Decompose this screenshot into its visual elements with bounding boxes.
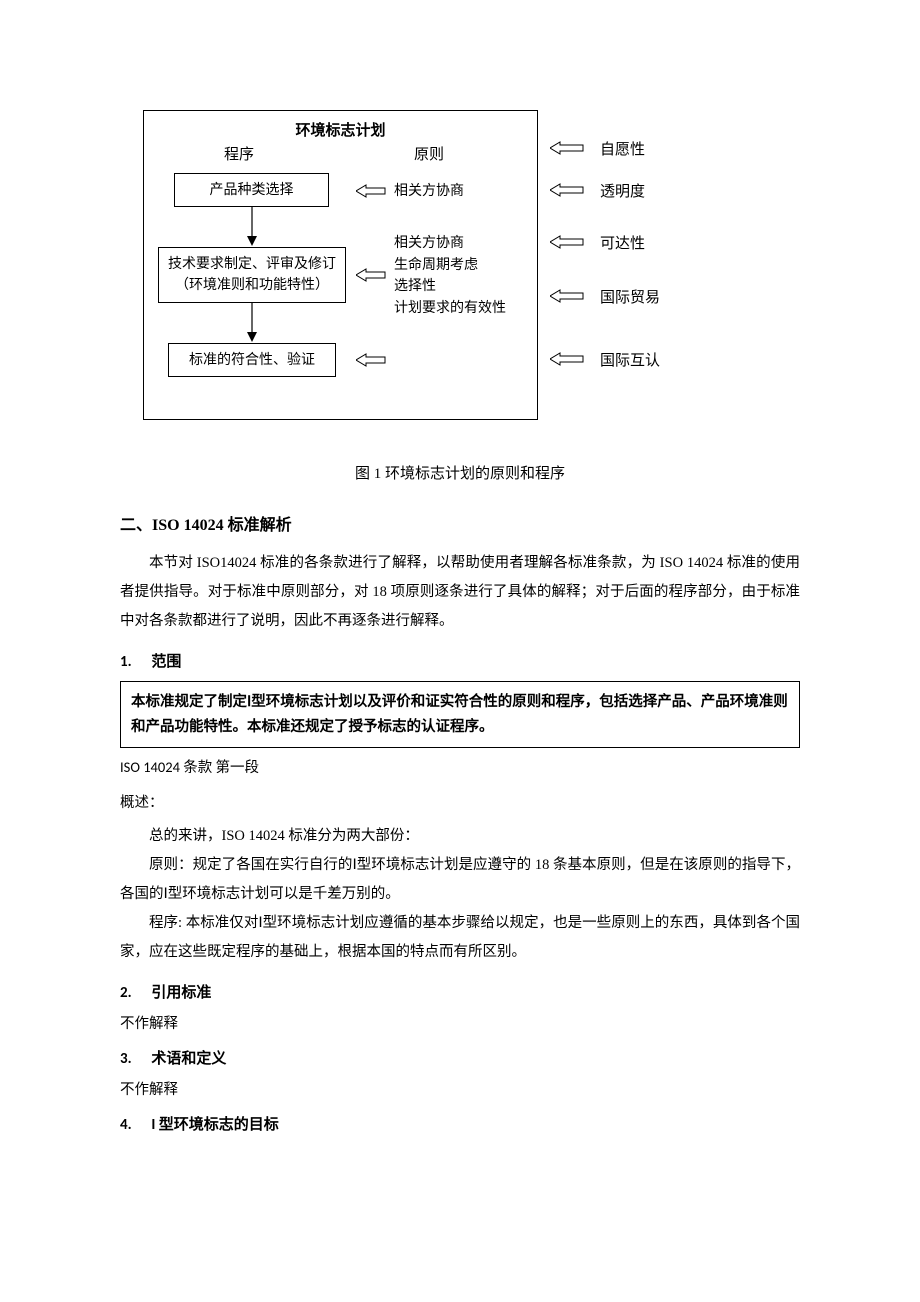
arrow-hollow-left-icon (550, 351, 584, 367)
arrow-down-icon (245, 207, 259, 247)
principle-consultation: 相关方协商 (394, 181, 464, 203)
flowchart-node-compliance: 标准的符合性、验证 (168, 343, 336, 377)
arrow-down-icon (245, 303, 259, 343)
node-label-line1: 技术要求制定、评审及修订 (168, 254, 336, 275)
overview-label: 概述： (120, 791, 800, 812)
overview-p3: 程序: 本标准仅对Ⅰ型环境标志计划应遵循的基本步骤给以规定，也是一些原则上的东西… (120, 909, 800, 967)
arrow-hollow-left-icon (550, 182, 584, 198)
arrow-hollow-left-icon (550, 140, 584, 156)
principle-accessibility: 可达性 (600, 232, 645, 253)
heading-number: 1. (120, 653, 148, 671)
heading-text: 引用标准 (151, 984, 211, 1002)
flowchart-node-tech-requirements: 技术要求制定、评审及修订 （环境准则和功能特性） (158, 247, 346, 303)
principle-transparency: 透明度 (600, 180, 645, 201)
principle-item: 相关方协商 (394, 233, 506, 255)
principle-trade: 国际贸易 (600, 286, 660, 307)
clause-reference: ISO 14024 条款 第一段 (120, 756, 800, 777)
principle-list-node2: 相关方协商 生命周期考虑 选择性 计划要求的有效性 (394, 233, 506, 320)
heading-terms: 3. 术语和定义 (120, 1047, 800, 1068)
arrow-hollow-left-icon (550, 288, 584, 304)
heading-objectives: 4. I 型环境标志的目标 (120, 1113, 800, 1134)
arrow-hollow-left-icon (356, 183, 386, 199)
figure-caption: 图 1 环境标志计划的原则和程序 (120, 462, 800, 483)
arrow-hollow-left-icon (356, 352, 386, 368)
section2-paragraph: 本节对 ISO14024 标准的各条款进行了解释，以帮助使用者理解各标准条款，为… (120, 549, 800, 636)
section-heading-analysis: 二、ISO 14024 标准解析 (120, 511, 800, 535)
column-label-procedure: 程序 (224, 143, 254, 164)
node-label: 标准的符合性、验证 (189, 350, 315, 371)
principle-item: 选择性 (394, 276, 506, 298)
node-label: 产品种类选择 (210, 180, 294, 201)
principle-item: 生命周期考虑 (394, 255, 506, 277)
heading-text: I 型环境标志的目标 (151, 1116, 278, 1134)
item3-body: 不作解释 (120, 1078, 800, 1099)
arrow-hollow-left-icon (356, 267, 386, 283)
heading-number: 4. (120, 1116, 148, 1134)
flowchart-diagram: 环境标志计划 程序 原则 产品种类选择 技术要求制定、评审及修订 （环境准则和功… (120, 110, 800, 420)
heading-references: 2. 引用标准 (120, 981, 800, 1002)
principle-item: 计划要求的有效性 (394, 298, 506, 320)
item2-body: 不作解释 (120, 1012, 800, 1033)
heading-scope: 1. 范围 (120, 650, 800, 671)
heading-number: 3. (120, 1050, 148, 1068)
diagram-outer-box: 环境标志计划 程序 原则 产品种类选择 技术要求制定、评审及修订 （环境准则和功… (143, 110, 538, 420)
heading-number: 2. (120, 984, 148, 1002)
overview-p2: 原则：规定了各国在实行自行的Ⅰ型环境标志计划是应遵守的 18 条基本原则，但是在… (120, 851, 800, 909)
node-label-line2: （环境准则和功能特性） (175, 275, 329, 296)
column-label-principle: 原则 (414, 143, 444, 164)
boxed-standard-text: 本标准规定了制定Ⅰ型环境标志计划以及评价和证实符合性的原则和程序，包括选择产品、… (120, 681, 800, 748)
principle-recognition: 国际互认 (600, 349, 660, 370)
heading-text: 范围 (151, 653, 181, 671)
arrow-hollow-left-icon (550, 234, 584, 250)
flowchart-node-product-selection: 产品种类选择 (174, 173, 329, 207)
heading-text: 术语和定义 (151, 1050, 226, 1068)
diagram-title: 环境标志计划 (144, 119, 537, 140)
principle-voluntary: 自愿性 (600, 138, 645, 159)
overview-p1: 总的来讲，ISO 14024 标准分为两大部份： (120, 822, 800, 851)
